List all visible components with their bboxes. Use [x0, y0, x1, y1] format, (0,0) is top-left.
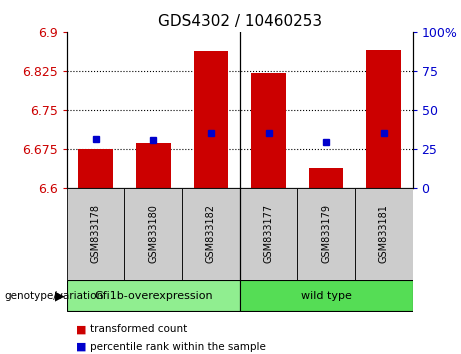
Bar [366, 50, 401, 188]
Bar [67, 188, 124, 280]
Text: GSM833179: GSM833179 [321, 204, 331, 263]
Bar [355, 188, 413, 280]
Bar [251, 73, 286, 188]
Text: GSM833177: GSM833177 [264, 204, 273, 263]
Text: transformed count: transformed count [90, 324, 187, 334]
Text: GSM833181: GSM833181 [379, 204, 389, 263]
Bar [136, 143, 171, 188]
Bar [124, 188, 182, 280]
Bar [240, 280, 413, 311]
Text: wild type: wild type [301, 291, 352, 301]
Text: ▶: ▶ [55, 289, 65, 302]
Bar [78, 149, 113, 188]
Text: percentile rank within the sample: percentile rank within the sample [90, 342, 266, 352]
Text: ■: ■ [76, 342, 87, 352]
Text: GSM833178: GSM833178 [91, 204, 100, 263]
Bar [309, 168, 343, 188]
Bar [182, 188, 240, 280]
Bar [67, 280, 240, 311]
Text: GSM833180: GSM833180 [148, 204, 158, 263]
Text: genotype/variation: genotype/variation [5, 291, 104, 301]
Text: ■: ■ [76, 324, 87, 334]
Bar [297, 188, 355, 280]
Text: Gfi1b-overexpression: Gfi1b-overexpression [94, 291, 213, 301]
Bar [194, 51, 228, 188]
Title: GDS4302 / 10460253: GDS4302 / 10460253 [158, 14, 322, 29]
Bar [240, 188, 297, 280]
Text: GSM833182: GSM833182 [206, 204, 216, 263]
